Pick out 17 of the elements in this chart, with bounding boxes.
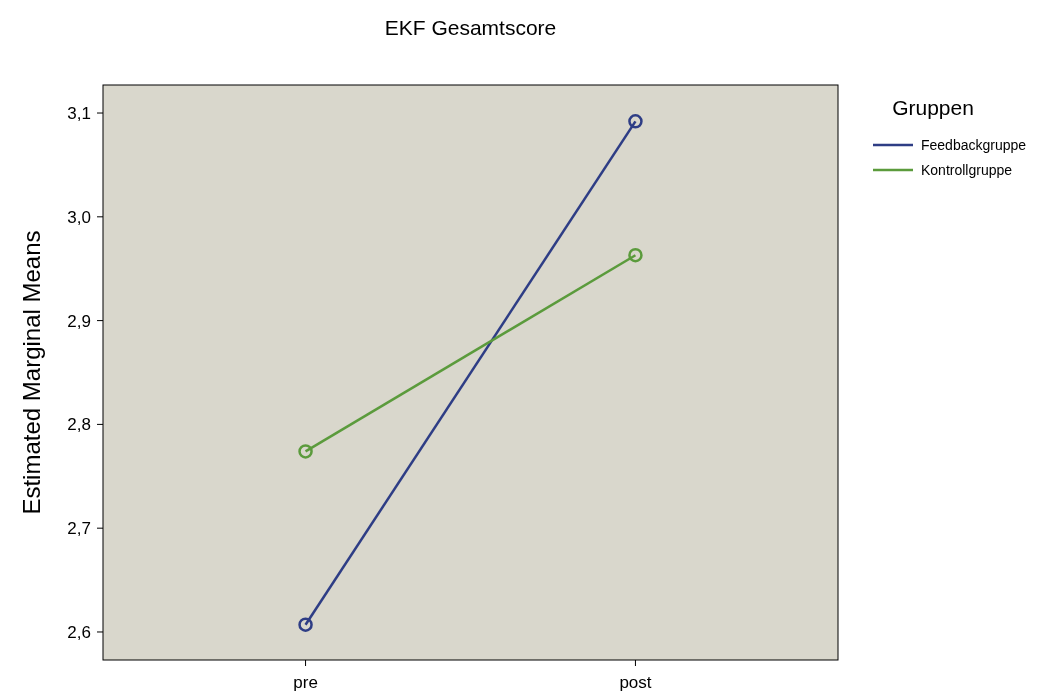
point — [628, 247, 643, 263]
y-tick-label: 2,6 — [67, 622, 91, 642]
y-tick-label: 2,7 — [67, 519, 91, 539]
x-tick-label: pre — [293, 673, 318, 691]
y-tick-label: 3,1 — [67, 103, 91, 123]
chart-title: EKF Gesamtscore — [384, 16, 557, 39]
legend-label: Kontrollgruppe — [921, 161, 1013, 178]
point — [628, 114, 643, 129]
legend-label: Feedbackgruppe — [921, 136, 1027, 153]
y-tick-label: 2,9 — [67, 311, 91, 331]
y-axis-title: Estimated Marginal Means — [18, 230, 45, 515]
y-tick-label: 2,8 — [67, 415, 91, 435]
point — [298, 617, 313, 632]
point — [298, 444, 313, 459]
y-tick-label: 3,0 — [67, 207, 91, 227]
legend-title: Gruppen — [892, 96, 974, 119]
x-tick-label: post — [619, 673, 652, 691]
